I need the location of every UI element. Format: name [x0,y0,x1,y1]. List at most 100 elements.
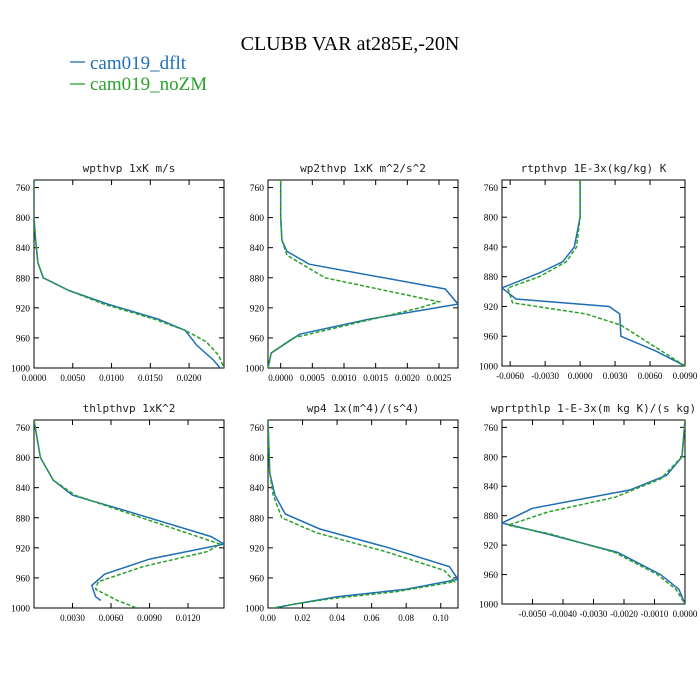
panel-frame [501,419,686,605]
series-line-cam019_dflt [502,420,685,604]
x-tick-label: -0.0030 [531,371,559,381]
y-tick-label: 960 [484,571,499,581]
y-tick-label: 1000 [479,601,498,611]
x-tick-label: 0.0050 [60,373,85,383]
y-tick-label: 880 [250,274,265,284]
y-tick-label: 920 [484,303,499,313]
y-tick-label: 760 [484,424,499,434]
panel-3: rtpthvp 1E-3x(kg/kg) K 760 800 840 880 920 960… [479,162,698,381]
y-tick-label: 1000 [245,365,264,375]
panel-title: wprtpthlp 1-E-3x(m kg K)/(s kg) [491,402,696,415]
x-tick-label: -0.0060 [496,371,524,381]
panel-frame [33,179,225,369]
y-tick-label: 840 [16,244,31,254]
x-tick-label: 0.0090 [673,371,698,381]
x-tick-label: 0.0060 [99,613,124,623]
y-tick-label: 1000 [11,365,30,375]
y-tick-label: 1000 [11,605,30,615]
panel-title: thlpthvp 1xK^2 [83,402,176,415]
y-tick-label: 960 [250,334,265,344]
y-tick-label: 880 [16,514,31,524]
series-line-cam019_dflt [268,180,458,368]
x-tick-label: 0.0000 [268,373,293,383]
legend: cam019_dflt cam019_noZM [70,53,207,95]
y-tick-label: 760 [16,184,31,194]
y-tick-label: 920 [16,304,31,314]
x-tick-label: -0.0020 [610,609,638,619]
series-line-cam019_dflt [268,420,458,608]
x-tick-label: 0.0100 [99,373,124,383]
y-tick-label: 840 [250,244,265,254]
panel-title: wp4 1x(m^4)/(s^4) [307,402,420,415]
x-tick-label: 0.0015 [363,373,388,383]
panel-2: wp2thvp 1xK m^2/s^2 760 800 840 880 920 960 100… [245,162,459,383]
legend-item-dflt: cam019_dflt [70,53,187,74]
panel-frame [501,179,686,367]
series-line-cam019_noZM [268,420,456,608]
y-tick-label: 800 [484,453,499,463]
x-tick-label: -0.0050 [519,609,547,619]
x-tick-label: 0.02 [295,613,311,623]
panel-1: wpthvp 1xK m/s 760 800 840 880 920 960 1000 0.00… [11,162,225,383]
y-tick-label: 920 [250,544,265,554]
y-tick-label: 760 [16,424,31,434]
panel-title: wpthvp 1xK m/s [83,162,176,175]
y-tick-label: 880 [16,274,31,284]
x-tick-label: 0.00 [260,613,276,623]
y-tick-label: 840 [250,484,265,494]
series-line-cam019_dflt [34,180,221,368]
x-tick-label: 0.0025 [427,373,452,383]
x-tick-label: 0.0060 [638,371,663,381]
series-line-cam019_noZM [506,180,685,366]
x-tick-label: 0.0150 [138,373,163,383]
x-tick-label: -0.0030 [580,609,608,619]
panel-6: wprtpthlp 1-E-3x(m kg K)/(s kg) 760 800 840… [479,402,698,619]
x-tick-label: -0.0010 [641,609,669,619]
x-tick-label: 0.0000 [673,609,698,619]
x-tick-label: 0.04 [329,613,345,623]
y-tick-label: 1000 [479,363,498,373]
x-tick-label: 0.0200 [177,373,202,383]
panel-frame [33,419,225,609]
panel-title: rtpthvp 1E-3x(kg/kg) K [521,162,667,175]
series-line-cam019_dflt [34,420,224,602]
x-tick-label: 0.06 [364,613,380,623]
y-tick-label: 960 [16,574,31,584]
y-tick-label: 1000 [245,605,264,615]
panel-4: thlpthvp 1xK^2 760 800 840 880 920 960 1000 0.00… [11,402,225,623]
y-tick-label: 800 [16,214,31,224]
y-tick-label: 960 [250,574,265,584]
x-tick-label: 0.10 [433,613,449,623]
panel-frame [267,419,459,609]
x-tick-label: 0.0030 [603,371,628,381]
y-tick-label: 800 [250,454,265,464]
y-tick-label: 920 [484,542,499,552]
x-tick-label: 0.0090 [137,613,162,623]
x-tick-label: 0.0020 [395,373,420,383]
panel-5: wp4 1x(m^4)/(s^4)76080084088092096010000… [245,402,459,623]
y-tick-label: 880 [250,514,265,524]
series-line-cam019_noZM [34,180,224,368]
y-tick-label: 840 [16,484,31,494]
series-line-cam019_noZM [34,420,222,608]
legend-label-dflt: cam019_dflt [90,53,187,74]
x-tick-label: 0.0030 [60,613,85,623]
y-tick-label: 960 [16,334,31,344]
y-tick-label: 800 [16,454,31,464]
y-tick-label: 760 [250,184,265,194]
y-tick-label: 760 [484,184,499,194]
figure-title: CLUBB VAR at285E,-20N [241,33,460,55]
panels-grid: wpthvp 1xK m/s76080084088092096010000.00… [11,162,698,623]
y-tick-label: 800 [250,214,265,224]
y-tick-label: 800 [484,214,499,224]
y-tick-label: 920 [250,304,265,314]
y-tick-label: 840 [484,243,499,253]
series-line-cam019_noZM [505,420,685,604]
x-tick-label: 0.0000 [568,371,593,381]
y-tick-label: 880 [484,273,499,283]
x-tick-label: 0.0120 [176,613,201,623]
legend-label-nozm: cam019_noZM [90,74,207,95]
x-tick-label: 0.08 [398,613,414,623]
series-line-cam019_dflt [502,180,685,366]
